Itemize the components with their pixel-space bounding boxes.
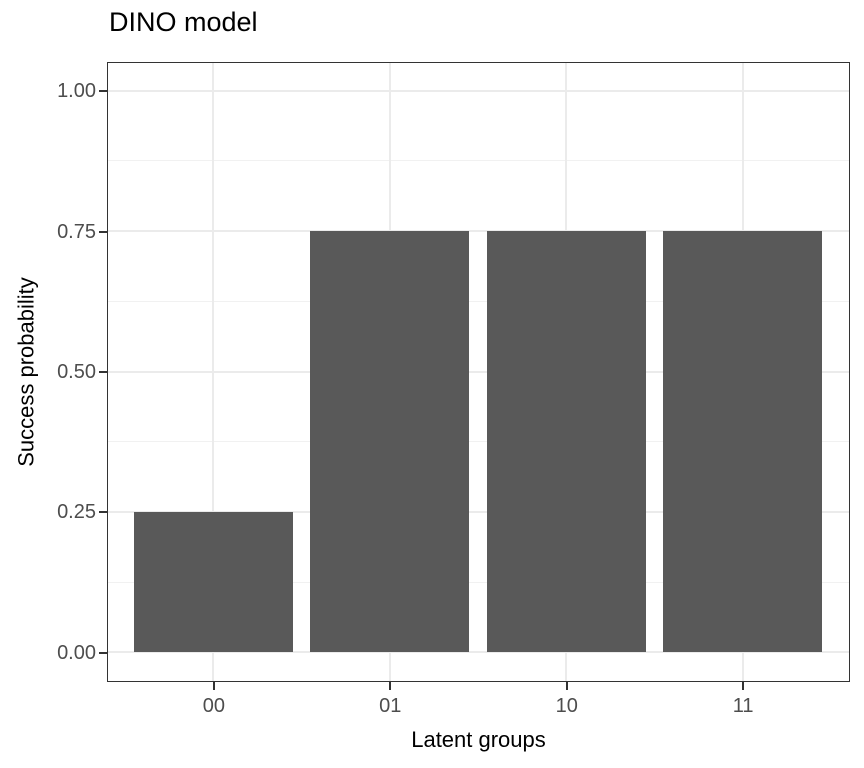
x-tick-mark [212, 681, 215, 690]
y-tick-label: 1.00 [57, 80, 96, 103]
y-minor-gridline [107, 581, 849, 583]
y-tick-mark [99, 90, 108, 93]
y-major-gridline [107, 510, 849, 513]
y-major-gridline [107, 89, 849, 92]
y-tick-label: 0.75 [57, 220, 96, 243]
y-major-gridline [107, 230, 849, 233]
y-tick-label: 0.00 [57, 641, 96, 664]
y-minor-gridline [107, 160, 849, 162]
y-tick-mark [99, 651, 108, 654]
x-tick-mark [565, 681, 568, 690]
y-tick-mark [99, 371, 108, 373]
x-tick-label: 10 [555, 695, 578, 717]
x-tick-mark [742, 681, 745, 690]
plot-panel [106, 61, 850, 682]
x-axis-title: Latent groups [411, 727, 546, 752]
bar-00 [133, 511, 293, 653]
y-minor-gridline [107, 300, 849, 302]
y-major-gridline [107, 370, 849, 373]
y-major-gridline [107, 651, 849, 654]
x-tick-label: 01 [379, 695, 402, 717]
y-tick-label: 0.50 [57, 361, 96, 383]
y-tick-label: 0.25 [57, 501, 96, 524]
y-tick-mark [99, 230, 108, 233]
bar-01 [310, 231, 470, 653]
bar-11 [663, 231, 823, 653]
bar-10 [486, 231, 646, 653]
y-tick-mark [99, 511, 108, 514]
chart-title: DINO model [109, 7, 258, 37]
y-minor-gridline [107, 441, 849, 443]
x-tick-label: 11 [732, 695, 754, 717]
x-major-gridline [212, 62, 215, 681]
x-tick-mark [389, 681, 392, 690]
x-tick-label: 00 [202, 695, 225, 717]
